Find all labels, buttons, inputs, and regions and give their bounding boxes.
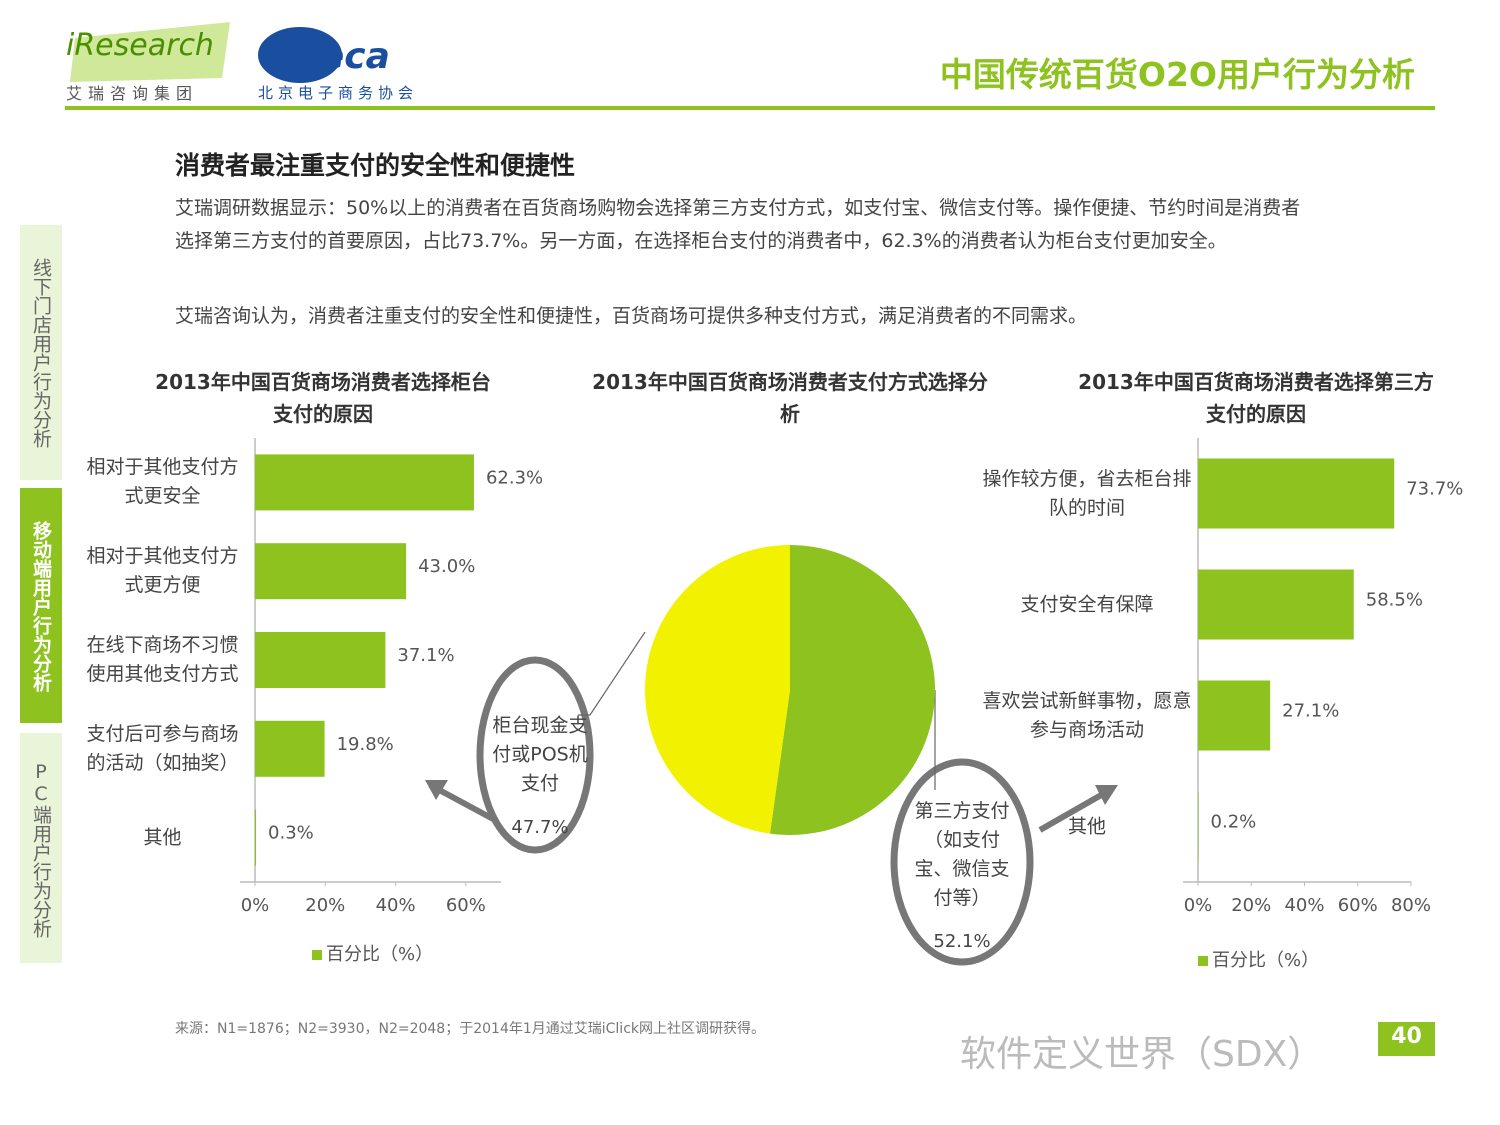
category-label: 在线下商场不习惯使用其他支付方式 xyxy=(86,634,239,685)
sidebar-tab xyxy=(20,225,62,480)
page-number-box xyxy=(1378,1022,1435,1056)
logo-subtext: 艾瑞咨询集团 xyxy=(66,84,199,103)
chart-title: 2013年中国百货商场消费者选择柜台支付的原因 xyxy=(155,370,491,426)
value-label: 62.3% xyxy=(486,467,543,488)
paragraph: 艾瑞咨询认为，消费者注重支付的安全性和便捷性，百货商场可提供多种支付方式，满足消… xyxy=(175,305,1088,327)
heading: 消费者最注重支付的安全性和便捷性 xyxy=(175,151,576,180)
x-tick-label: 20% xyxy=(305,895,345,916)
source: 来源：N1=1876；N2=3930，N2=2048；于2014年1月通过艾瑞i… xyxy=(175,1021,766,1037)
page-title: 中国传统百货O2O用户行为分析 xyxy=(939,55,1415,94)
x-tick-label: 0% xyxy=(241,895,270,916)
sidebar-tab xyxy=(20,733,62,963)
logo-ellipse xyxy=(258,27,342,83)
value-label: 52.1% xyxy=(933,931,990,952)
arrow xyxy=(1038,787,1112,833)
category-label: 支付后可参与商场的活动（如抽奖） xyxy=(86,722,239,774)
value-label: 37.1% xyxy=(397,645,454,666)
category-label: 柜台现金支付或POS机支付 xyxy=(492,714,588,795)
watermark: 软件定义世界（SDX） xyxy=(960,1034,1324,1075)
pie-slice xyxy=(645,545,790,834)
bar xyxy=(255,543,407,600)
header-rule xyxy=(65,106,1435,110)
category-label: 其他 xyxy=(1067,815,1106,837)
bar xyxy=(1198,680,1271,751)
bar xyxy=(255,720,325,777)
bar xyxy=(255,809,257,866)
bar xyxy=(1198,791,1199,862)
bar xyxy=(255,454,474,511)
value-label: 0.2% xyxy=(1211,812,1257,833)
pie-slice xyxy=(769,545,936,835)
x-tick-label: 40% xyxy=(376,895,416,916)
x-tick-label: 80% xyxy=(1391,895,1431,916)
callout-ring xyxy=(890,758,1034,966)
value-label: 58.5% xyxy=(1366,590,1423,611)
sidebar-item[interactable]: 线下门店用户行为分析 xyxy=(30,258,52,448)
x-tick-label: 40% xyxy=(1284,895,1324,916)
x-tick-label: 0% xyxy=(1184,895,1213,916)
value-label: 27.1% xyxy=(1282,701,1339,722)
callout-ring xyxy=(476,656,594,854)
bar xyxy=(1198,458,1395,529)
legend-label: 百分比（%） xyxy=(326,944,433,965)
legend-swatch xyxy=(312,950,322,960)
category-label: 操作较方便，省去柜台排队的时间 xyxy=(982,467,1192,519)
arrow-head xyxy=(1095,785,1118,805)
sidebar-item[interactable]: 移动端用户行为分析 xyxy=(30,520,52,692)
x-tick-label: 60% xyxy=(446,895,486,916)
arrow-head xyxy=(425,780,448,800)
bar xyxy=(255,632,386,688)
x-tick-label: 20% xyxy=(1231,895,1271,916)
legend-label: 百分比（%） xyxy=(1212,950,1319,971)
logo-text: iResearch xyxy=(66,28,214,63)
category-label: 其他 xyxy=(143,826,182,849)
logo-subtext: 北京电子商务协会 xyxy=(258,84,419,102)
logo-badge xyxy=(70,22,230,82)
category-label: 第三方支付（如支付宝、微信支付等） xyxy=(914,800,1010,909)
value-label: 0.3% xyxy=(268,823,314,844)
leader-line xyxy=(578,631,646,716)
category-label: 喜欢尝试新鲜事物，愿意参与商场活动 xyxy=(982,689,1192,741)
chart-title: 2013年中国百货商场消费者支付方式选择分析 xyxy=(592,370,988,426)
sidebar-tab-active xyxy=(20,488,62,723)
page-number: 40 xyxy=(1391,1024,1422,1049)
chart-title: 2013年中国百货商场消费者选择第三方支付的原因 xyxy=(1078,370,1434,426)
sidebar-item[interactable]: PC端用户行为分析 xyxy=(30,760,52,938)
value-label: 73.7% xyxy=(1406,479,1463,500)
category-label: 相对于其他支付方式更安全 xyxy=(86,456,239,508)
value-label: 47.7% xyxy=(511,817,568,838)
value-label: 43.0% xyxy=(418,556,475,577)
paragraph: 艾瑞调研数据显示：50%以上的消费者在百货商场购物会选择第三方支付方式，如支付宝… xyxy=(175,197,1301,252)
value-label: 19.8% xyxy=(337,734,394,755)
logo-text: eBeca xyxy=(268,36,390,77)
legend-swatch xyxy=(1198,956,1208,966)
bar xyxy=(1198,569,1354,640)
category-label: 支付安全有保障 xyxy=(1020,593,1154,615)
x-tick-label: 60% xyxy=(1338,895,1378,916)
category-label: 相对于其他支付方式更方便 xyxy=(86,545,239,597)
